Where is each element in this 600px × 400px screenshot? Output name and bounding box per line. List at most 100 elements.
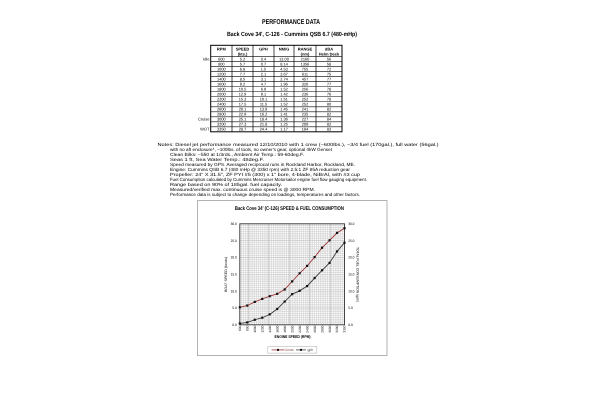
svg-text:3200: 3200 [335, 325, 339, 332]
svg-text:6.8: 6.8 [240, 67, 245, 72]
svg-text:1000: 1000 [217, 67, 226, 72]
svg-text:13.9: 13.9 [260, 107, 268, 112]
svg-text:Fuel Consumption calculated by: Fuel Consumption calculated by Cummins M… [170, 177, 367, 182]
svg-text:NM/G: NM/G [279, 47, 289, 52]
svg-text:SPEED: SPEED [236, 47, 250, 52]
svg-text:75: 75 [327, 72, 331, 77]
svg-text:6.9: 6.9 [261, 87, 266, 92]
svg-text:BOAT SPEED (knots): BOAT SPEED (knots) [224, 257, 228, 292]
svg-text:84: 84 [327, 117, 332, 122]
svg-text:Cruise: Cruise [198, 117, 210, 122]
svg-text:0.7: 0.7 [261, 62, 266, 67]
svg-text:16.2: 16.2 [260, 112, 268, 117]
svg-text:3350: 3350 [217, 127, 226, 132]
svg-text:(kts.): (kts.) [238, 51, 248, 56]
svg-text:1200: 1200 [260, 325, 264, 332]
svg-text:Measured/verified max. continu: Measured/verified max. continuous cruise… [170, 187, 315, 192]
svg-text:22.9: 22.9 [239, 112, 247, 117]
svg-text:1000: 1000 [253, 325, 257, 332]
svg-text:5.7: 5.7 [240, 62, 245, 67]
svg-text:1.52: 1.52 [280, 87, 288, 92]
svg-text:3000: 3000 [217, 117, 226, 122]
svg-text:600: 600 [218, 57, 225, 62]
svg-text:Idle: Idle [203, 57, 210, 62]
svg-text:326: 326 [302, 82, 309, 87]
svg-text:1400: 1400 [217, 77, 226, 82]
svg-text:56: 56 [327, 57, 331, 62]
svg-text:(nm): (nm) [301, 51, 310, 56]
svg-text:15.0: 15.0 [231, 273, 237, 277]
svg-text:9.1: 9.1 [261, 92, 266, 97]
svg-text:2160: 2160 [301, 57, 310, 62]
svg-text:3350: 3350 [343, 325, 347, 332]
svg-text:252: 252 [302, 97, 309, 102]
svg-text:2200: 2200 [217, 97, 226, 102]
svg-text:Back Cove 34' (C-126) SPEED &: Back Cove 34' (C-126) SPEED & FUEL CONSU… [235, 206, 344, 212]
svg-text:10.0: 10.0 [231, 289, 237, 293]
svg-text:457: 457 [302, 77, 309, 82]
svg-text:1800: 1800 [217, 87, 226, 92]
svg-text:5.0: 5.0 [348, 306, 353, 310]
svg-text:WOT: WOT [200, 127, 210, 132]
svg-text:755: 755 [302, 67, 309, 72]
svg-text:5.2: 5.2 [240, 57, 245, 62]
svg-text:252: 252 [302, 102, 309, 107]
svg-text:1356: 1356 [301, 62, 310, 67]
svg-text:17.5: 17.5 [239, 102, 247, 107]
svg-text:15.0: 15.0 [348, 273, 354, 277]
svg-text:1800: 1800 [283, 325, 287, 332]
svg-text:77: 77 [327, 82, 331, 87]
svg-text:20.0: 20.0 [231, 256, 237, 260]
svg-text:82: 82 [327, 107, 331, 112]
svg-text:2.74: 2.74 [280, 77, 288, 82]
svg-text:0.0: 0.0 [348, 323, 353, 327]
svg-text:5.0: 5.0 [232, 306, 237, 310]
svg-text:3000: 3000 [328, 325, 332, 332]
svg-text:25.0: 25.0 [231, 239, 237, 243]
svg-text:82: 82 [327, 122, 331, 127]
svg-text:15.3: 15.3 [239, 97, 247, 102]
svg-text:1.41: 1.41 [280, 112, 288, 117]
svg-text:78: 78 [327, 97, 331, 102]
svg-text:800: 800 [218, 62, 225, 67]
svg-text:gph: gph [308, 348, 314, 352]
svg-text:TOTAL FUEL CONSUMPTION (gph): TOTAL FUEL CONSUMPTION (gph) [356, 247, 360, 302]
svg-text:21.8: 21.8 [260, 122, 268, 127]
svg-text:28.7: 28.7 [239, 127, 247, 132]
svg-text:9.2: 9.2 [240, 82, 245, 87]
svg-text:209: 209 [302, 122, 309, 127]
svg-text:80: 80 [327, 102, 332, 107]
svg-text:2600: 2600 [313, 325, 317, 332]
svg-text:1.25: 1.25 [280, 122, 288, 127]
svg-text:10.0: 10.0 [348, 289, 354, 293]
svg-text:PERFORMANCE DATA: PERFORMANCE DATA [262, 19, 320, 26]
svg-text:1.36: 1.36 [280, 117, 288, 122]
svg-text:77: 77 [327, 77, 331, 82]
svg-text:2000: 2000 [290, 325, 294, 332]
svg-text:24.4: 24.4 [260, 127, 268, 132]
svg-text:12.9: 12.9 [239, 92, 247, 97]
svg-text:58: 58 [327, 62, 331, 67]
svg-text:236: 236 [302, 92, 309, 97]
svg-text:Range based on 90% of 185gal.: Range based on 90% of 185gal. fuel capac… [170, 182, 282, 187]
svg-text:2400: 2400 [217, 102, 226, 107]
svg-text:25.1: 25.1 [239, 117, 247, 122]
svg-text:2000: 2000 [217, 92, 226, 97]
svg-text:2800: 2800 [217, 112, 226, 117]
svg-text:30.0: 30.0 [231, 222, 237, 226]
svg-text:800: 800 [245, 325, 249, 331]
svg-text:1.51: 1.51 [280, 97, 288, 102]
svg-text:1400: 1400 [268, 325, 272, 332]
svg-text:18.4: 18.4 [260, 117, 268, 122]
svg-text:194: 194 [302, 127, 309, 132]
svg-text:0.4: 0.4 [261, 57, 267, 62]
svg-text:Performance data is subject to: Performance data is subject to change de… [170, 192, 360, 197]
svg-text:3.1: 3.1 [261, 77, 266, 82]
svg-text:2.1: 2.1 [261, 72, 266, 77]
svg-text:30.0: 30.0 [348, 222, 354, 226]
svg-text:78: 78 [327, 87, 331, 92]
svg-text:1.17: 1.17 [280, 127, 288, 132]
svg-text:25.0: 25.0 [348, 239, 354, 243]
svg-text:Seas 1 ft, Sea Water Temp.: 4: Seas 1 ft, Sea Water Temp.: 48deg.F. [170, 157, 264, 162]
svg-text:1.42: 1.42 [280, 92, 288, 97]
